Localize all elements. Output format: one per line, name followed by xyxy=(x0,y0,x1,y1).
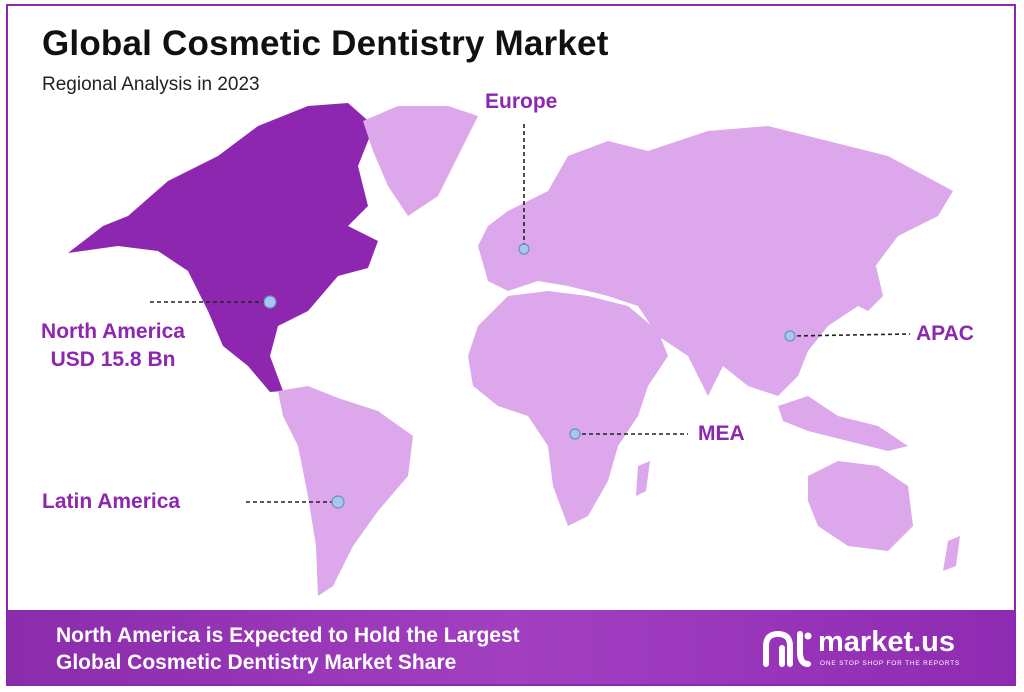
apac-leader-line xyxy=(789,333,911,337)
mea-marker xyxy=(569,428,581,440)
brand-logo: market.us ONE STOP SHOP FOR THE REPORTS xyxy=(760,624,1000,672)
apac-label: APAC xyxy=(916,322,974,345)
latin-america-label: Latin America xyxy=(42,490,181,513)
brand-name: market.us xyxy=(818,626,956,658)
north-america-region xyxy=(68,103,378,392)
brand-tagline: ONE STOP SHOP FOR THE REPORTS xyxy=(820,660,960,667)
eurasia-region xyxy=(478,126,953,396)
japan-region xyxy=(858,266,883,311)
north-america-label: North America USD 15.8 Bn xyxy=(20,318,206,374)
footer-banner: North America is Expected to Hold the La… xyxy=(8,610,1014,684)
new-zealand-region xyxy=(943,536,960,571)
latin-america-region xyxy=(278,386,413,596)
world-map xyxy=(68,103,960,596)
footer-line-1: North America is Expected to Hold the La… xyxy=(56,624,520,647)
madagascar-region xyxy=(636,461,650,496)
north-america-value: USD 15.8 Bn xyxy=(50,348,176,371)
latin-america-marker xyxy=(331,495,345,509)
footer-line-2: Global Cosmetic Dentistry Market Share xyxy=(56,651,457,674)
mea-region xyxy=(468,291,668,526)
apac-marker xyxy=(784,330,796,342)
mea-label: MEA xyxy=(698,422,745,445)
infographic-frame: Global Cosmetic Dentistry Market Regiona… xyxy=(6,4,1016,686)
europe-marker xyxy=(518,243,530,255)
north-america-marker xyxy=(263,295,277,309)
page-subtitle: Regional Analysis in 2023 xyxy=(42,74,260,95)
australia-region xyxy=(808,461,913,551)
southeast-asia-region xyxy=(778,396,908,451)
europe-label: Europe xyxy=(485,90,558,113)
greenland-region xyxy=(363,106,478,216)
page-title: Global Cosmetic Dentistry Market xyxy=(42,24,609,63)
market-us-logo-icon xyxy=(763,630,812,667)
north-america-name: North America xyxy=(41,320,185,343)
footer-text: North America is Expected to Hold the La… xyxy=(56,622,520,676)
